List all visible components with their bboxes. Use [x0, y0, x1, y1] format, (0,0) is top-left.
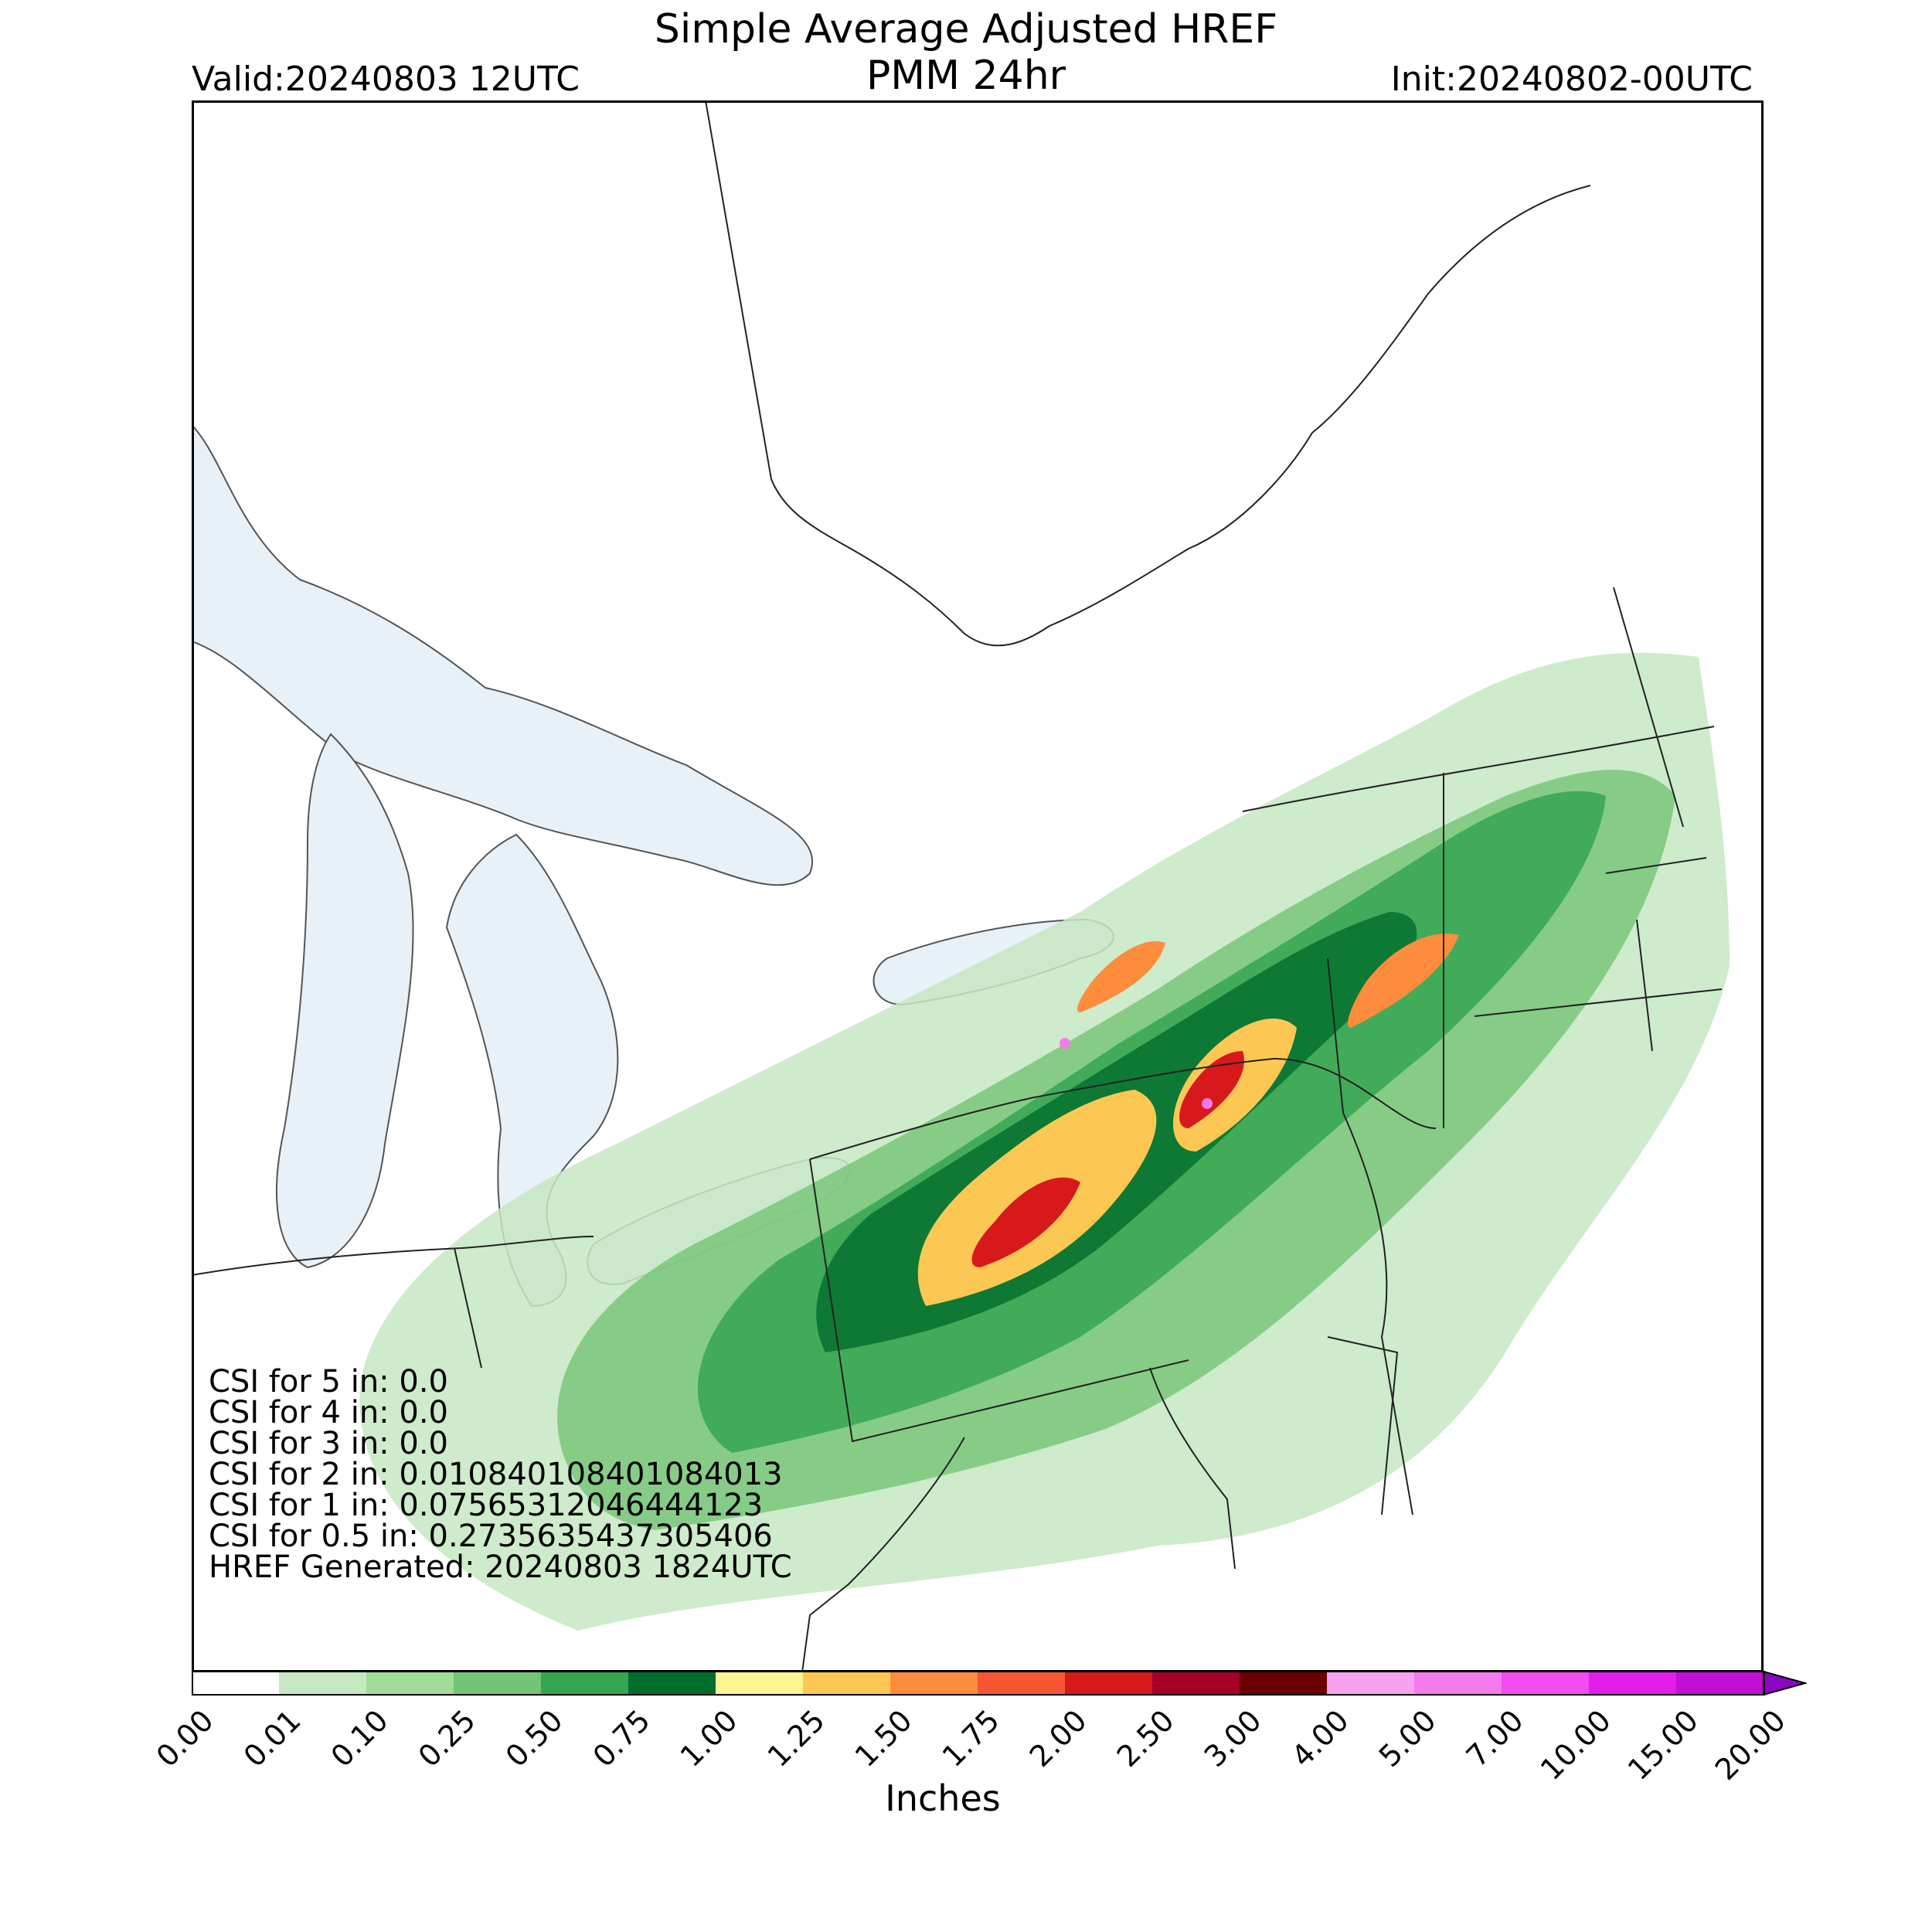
colorbar-tick-label: 2.50 — [1110, 1703, 1181, 1774]
political-borders — [192, 100, 1723, 1672]
csi-stat-line: CSI for 3 in: 0.0 — [209, 1426, 448, 1461]
colorbar-segment — [279, 1672, 367, 1695]
colorbar-tick-label: 7.00 — [1459, 1703, 1530, 1774]
colorbar-tick-label: 15.00 — [1621, 1703, 1705, 1787]
colorbar-segment — [1414, 1672, 1502, 1695]
map-subtitle: PMM 24hr — [866, 53, 1066, 99]
map-title: Simple Average Adjusted HREF — [654, 6, 1278, 53]
csi-stat-line: CSI for 2 in: 0.010840108401084013 — [209, 1457, 783, 1492]
colorbar-tick-label: 20.00 — [1708, 1703, 1792, 1787]
csi-stat-line: CSI for 1 in: 0.07565312046444123 — [209, 1488, 764, 1523]
generated-time-line: HREF Generated: 20240803 1824UTC — [209, 1549, 792, 1585]
colorbar-label: Inches — [885, 1777, 1001, 1819]
colorbar-tick-label: 0.25 — [411, 1703, 482, 1774]
precipitation-map — [192, 100, 1764, 1672]
csi-stat-line: CSI for 4 in: 0.0 — [209, 1395, 448, 1430]
lake-superior — [192, 423, 813, 886]
colorbar-tick-label: 1.50 — [848, 1703, 919, 1774]
colorbar-tick-label: 0.00 — [149, 1703, 220, 1774]
colorbar-tick-label: 1.25 — [760, 1703, 832, 1774]
colorbar-segment — [1152, 1672, 1240, 1695]
colorbar-tick-label: 1.75 — [935, 1703, 1006, 1774]
colorbar-segment — [890, 1672, 978, 1695]
colorbar-segment — [716, 1672, 804, 1695]
colorbar-segment — [1676, 1672, 1764, 1695]
csi-stat-line: CSI for 5 in: 0.0 — [209, 1364, 448, 1400]
colorbar-tick-label: 0.01 — [236, 1703, 308, 1774]
colorbar-tick-label: 1.00 — [673, 1703, 744, 1774]
colorbar-segment — [1502, 1672, 1590, 1695]
colorbar-tick-label: 0.75 — [586, 1703, 657, 1774]
colorbar-segment — [628, 1672, 716, 1695]
colorbar-segment — [978, 1672, 1066, 1695]
colorbar-segment — [454, 1672, 542, 1695]
colorbar-tick-label: 4.00 — [1284, 1703, 1355, 1774]
colorbar-extend-arrow — [1763, 1671, 1807, 1696]
csi-stats-panel: CSI for 5 in: 0.0 CSI for 4 in: 0.0 CSI … — [209, 1366, 792, 1583]
colorbar-tick-label: 0.50 — [498, 1703, 570, 1774]
init-time-label: Init:20240802-00UTC — [1390, 60, 1753, 99]
lake-michigan — [276, 733, 414, 1269]
colorbar-tick-label: 10.00 — [1533, 1703, 1617, 1787]
csi-stat-line: CSI for 0.5 in: 0.2735635437305406 — [209, 1519, 773, 1554]
colorbar-segment — [366, 1672, 454, 1695]
colorbar-segment — [1589, 1672, 1677, 1695]
valid-time-label: Valid:20240803 12UTC — [192, 60, 580, 99]
colorbar-segment — [192, 1672, 280, 1695]
colorbar-outline — [192, 1671, 1765, 1696]
colorbar-segment — [803, 1672, 891, 1695]
colorbar — [192, 1671, 1807, 1696]
colorbar-tick-label: 0.10 — [324, 1703, 395, 1774]
colorbar-tick-label: 3.00 — [1197, 1703, 1268, 1774]
colorbar-segment — [1327, 1672, 1415, 1695]
colorbar-tick-label: 5.00 — [1372, 1703, 1443, 1774]
colorbar-segment — [541, 1672, 629, 1695]
colorbar-tick-label: 2.00 — [1022, 1703, 1094, 1774]
colorbar-segment — [1065, 1672, 1153, 1695]
colorbar-segment — [1240, 1672, 1328, 1695]
